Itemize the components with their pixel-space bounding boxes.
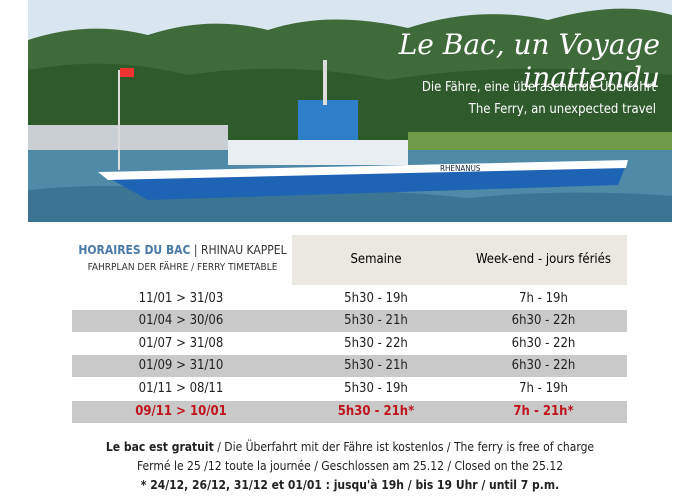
table-cell: 7h - 21h* <box>513 404 574 419</box>
col-header: Week-end - jours fériés <box>460 235 627 285</box>
table-cell: 11/01 > 31/03 <box>138 291 224 306</box>
note: Le bac est gratuit / Die Überfahrt mit d… <box>0 440 700 454</box>
table-cell: 6h30 - 22h <box>511 358 576 373</box>
table-cell: 01/04 > 30/06 <box>138 313 224 328</box>
table-cell: 01/11 > 08/11 <box>138 381 224 396</box>
table-row: 11/01 > 31/03 5h30 - 19h 7h - 19h <box>72 288 627 310</box>
ship-name: RHENANUS <box>440 164 481 173</box>
table-row: 01/09 > 31/10 5h30 - 21h 6h30 - 22h <box>72 355 627 377</box>
note-rest: / Die Überfahrt mit der Fähre ist kosten… <box>213 440 595 454</box>
table-title: HORAIRES DU BAC | RHINAU KAPPEL <box>75 243 290 257</box>
table-cell: 01/09 > 31/10 <box>138 358 224 373</box>
table-row: 01/04 > 30/06 5h30 - 21h 6h30 - 22h <box>72 310 627 332</box>
title-rest: | RHINAU KAPPEL <box>190 243 287 257</box>
banner-subtitle: Die Fähre, eine überaschende Überfahrt <box>421 80 656 95</box>
banner-title: Le Bac, un Voyage inattendu <box>398 28 660 94</box>
banner-photo <box>28 0 672 222</box>
table-cell: 5h30 - 21h <box>344 358 408 373</box>
table-subtitle: FAHRPLAN DER FÄHRE / FERRY TIMETABLE <box>87 262 278 273</box>
table-row: 01/07 > 31/08 5h30 - 22h 6h30 - 22h <box>72 333 627 355</box>
table-cell: 6h30 - 22h <box>511 336 576 351</box>
note-bold: Le bac est gratuit <box>105 440 214 454</box>
table-cell: 01/07 > 31/08 <box>138 336 224 351</box>
table-row: 09/11 > 10/01 5h30 - 21h* 7h - 21h* <box>72 401 627 423</box>
table-cell: 09/11 > 10/01 <box>135 404 227 419</box>
table-cell: 7h - 19h <box>519 291 568 306</box>
table-cell: 5h30 - 21h* <box>337 404 415 419</box>
title-bold: HORAIRES DU BAC <box>78 243 191 257</box>
note: Fermé le 25 /12 toute la journée / Gesch… <box>136 459 564 473</box>
table-cell: 5h30 - 22h <box>344 336 408 351</box>
banner-subtitle: The Ferry, an unexpected travel <box>468 102 656 117</box>
table-cell: 5h30 - 19h <box>344 291 408 306</box>
table-cell: 6h30 - 22h <box>511 313 576 328</box>
table-cell: 5h30 - 21h <box>344 313 408 328</box>
table-cell: 5h30 - 19h <box>344 381 408 396</box>
col-header: Semaine <box>292 235 460 285</box>
note: * 24/12, 26/12, 31/12 et 01/01 : jusqu'à… <box>140 478 560 492</box>
table-row: 01/11 > 08/11 5h30 - 19h 7h - 19h <box>72 378 627 400</box>
table-cell: 7h - 19h <box>519 381 568 396</box>
